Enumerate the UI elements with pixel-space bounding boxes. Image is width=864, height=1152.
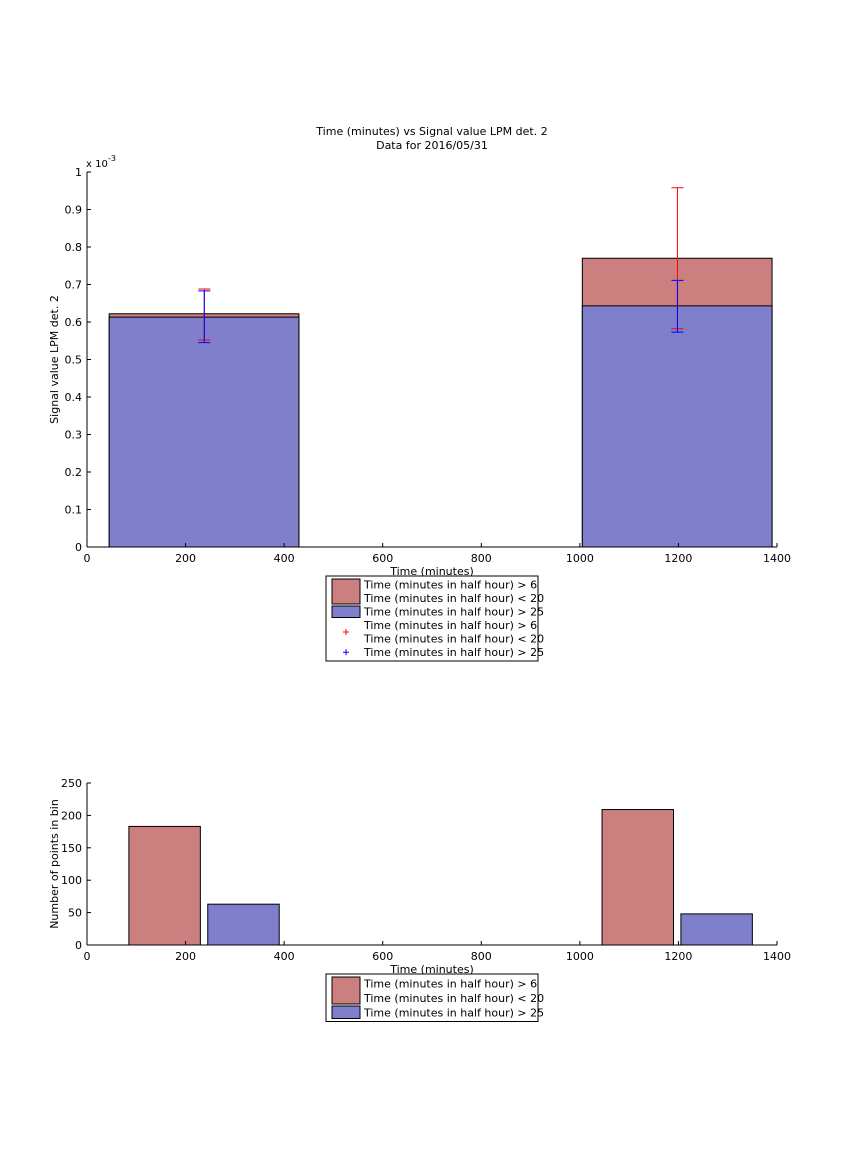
signal-x-axis-label: Time (minutes) (389, 565, 474, 578)
count-bar-red (601, 809, 674, 946)
signal-legend-label: Time (minutes in half hour) < 20 (363, 592, 544, 605)
signal-x-tick-label: 600 (372, 552, 393, 565)
signal-legend-label: Time (minutes in half hour) > 6 (363, 579, 537, 592)
count-legend-label: Time (minutes in half hour) > 25 (363, 1007, 544, 1020)
signal-chart-subtitle: Data for 2016/05/31 (376, 139, 488, 152)
count-x-tick-label: 1200 (664, 950, 692, 963)
signal-chart: 0 200 400 600 800 1000 1200 1400 0 0.1 0.2 0.3 0.4 0.… (48, 125, 791, 662)
count-x-axis-label: Time (minutes) (389, 963, 474, 976)
signal-y-tick-label: 0.7 (65, 279, 83, 292)
count-x-tick-label: 800 (471, 950, 492, 963)
signal-y-tick-label: 0.9 (65, 204, 83, 217)
signal-legend-swatch-blue (331, 605, 361, 618)
count-chart: 0 200 400 600 800 1000 1200 1400 0 50 100 150 200 250… (48, 777, 791, 1022)
signal-y-tick-label: 1 (75, 166, 82, 179)
count-y-tick-label: 200 (61, 809, 82, 822)
count-legend-label: Time (minutes in half hour) > 6 (363, 978, 537, 991)
count-legend (325, 973, 539, 1022)
count-y-tick-label: 250 (61, 777, 82, 790)
count-bar-blue (207, 903, 280, 946)
count-y-tick-label: 50 (68, 907, 82, 920)
signal-legend-label: Time (minutes in half hour) > 25 (363, 606, 544, 619)
count-y-axis-label: Number of points in bin (48, 799, 61, 929)
signal-x-tick-label: 1000 (566, 552, 594, 565)
signal-x-tick-label: 800 (471, 552, 492, 565)
count-x-tick-label: 400 (274, 950, 295, 963)
signal-chart-title: Time (minutes) vs Signal value LPM det. … (315, 125, 547, 138)
signal-y-tick-label: 0.2 (65, 466, 83, 479)
signal-bar-blue (581, 305, 773, 548)
count-legend-swatch-red (331, 976, 361, 1005)
signal-y-tick-label: 0.4 (65, 391, 83, 404)
count-bar-blue (680, 913, 753, 946)
count-y-tick-label: 0 (75, 939, 82, 952)
count-x-tick-label: 600 (372, 950, 393, 963)
count-x-tick-label: 0 (84, 950, 91, 963)
count-bar-red (128, 825, 201, 946)
signal-y-tick-label: 0.5 (65, 354, 83, 367)
signal-y-exponent-label: x 10 (86, 159, 108, 170)
count-x-tick-label: 200 (175, 950, 196, 963)
signal-y-tick-label: 0.3 (65, 429, 83, 442)
signal-legend-label: Time (minutes in half hour) > 25 (363, 646, 544, 659)
count-x-tick-label: 1400 (763, 950, 791, 963)
count-legend-label: Time (minutes in half hour) < 20 (363, 992, 544, 1005)
signal-x-tick-label: 1400 (763, 552, 791, 565)
signal-x-tick-label: 1200 (664, 552, 692, 565)
signal-x-tick-label: 0 (84, 552, 91, 565)
count-x-tick-label: 1000 (566, 950, 594, 963)
signal-legend-swatch-red (331, 578, 361, 605)
signal-x-tick-label: 200 (175, 552, 196, 565)
signal-legend-label: Time (minutes in half hour) > 6 (363, 619, 537, 632)
signal-y-tick-label: 0.6 (65, 316, 83, 329)
signal-y-tick-label: 0 (75, 541, 82, 554)
signal-y-exponent-power: -3 (108, 154, 116, 163)
signal-y-tick-label: 0.1 (65, 504, 83, 517)
signal-legend-label: Time (minutes in half hour) < 20 (363, 633, 544, 646)
signal-x-tick-label: 400 (274, 552, 295, 565)
count-y-tick-label: 100 (61, 874, 82, 887)
count-legend-swatch-blue (331, 1005, 361, 1019)
signal-y-tick-label: 0.8 (65, 241, 83, 254)
signal-bar-blue (108, 316, 300, 548)
signal-y-axis-label: Signal value LPM det. 2 (48, 295, 61, 424)
count-y-tick-label: 150 (61, 842, 82, 855)
signal-legend (325, 575, 539, 662)
